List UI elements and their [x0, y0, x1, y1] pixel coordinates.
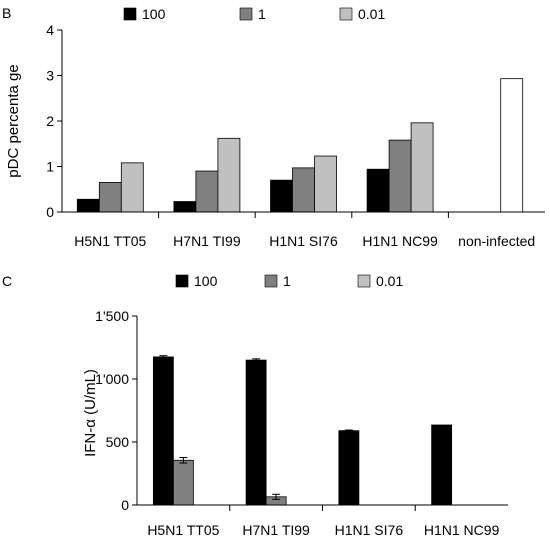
bar-c-1 — [172, 459, 194, 506]
bar-b-1 — [195, 170, 219, 213]
bar-b-0_01 — [217, 137, 241, 213]
bar-b-100 — [76, 198, 100, 213]
legend-b: 100 1 0.01 — [123, 6, 385, 22]
bar-b-0_01 — [120, 162, 144, 213]
x-category-label-b: H1N1 SI76 — [269, 233, 338, 249]
bar-c-100 — [431, 424, 453, 506]
legend-swatch-b — [239, 7, 253, 21]
legend-c: 100 1 0.01 — [175, 273, 403, 289]
legend-swatch-b — [123, 7, 137, 21]
bar-c-100 — [338, 430, 360, 506]
bar-b-100 — [366, 168, 390, 213]
bar-b-1 — [388, 139, 412, 213]
legend-label-b: 100 — [142, 6, 166, 22]
bar-c-100 — [245, 359, 267, 506]
legend-label-b: 1 — [258, 6, 266, 22]
axes-b — [61, 30, 545, 218]
panel-label-b: B — [2, 5, 11, 21]
x-category-label-b: non-infected — [458, 233, 535, 249]
legend-swatch-c — [264, 274, 278, 288]
x-category-label-b: H1N1 NC99 — [362, 233, 438, 249]
legend-label-b: 0.01 — [358, 6, 385, 22]
x-categories-b: H5N1 TT05 H7N1 TI99 H1N1 SI76 H1N1 NC99 non-… — [74, 233, 535, 249]
legend-label-c: 100 — [194, 273, 218, 289]
y-tick-label-b: 2 — [46, 113, 54, 129]
bar-b-100 — [173, 201, 197, 213]
y-tick-label-c: 1'000 — [95, 371, 129, 387]
y-tick-label-b: 1 — [46, 159, 54, 175]
bar-c-100 — [152, 356, 174, 506]
x-category-label-b: H7N1 TI99 — [173, 233, 241, 249]
x-category-label-c: H1N1 SI76 — [335, 522, 404, 538]
y-axis-label-c: IFN-α (U/mL) — [82, 369, 99, 457]
x-category-label-c: H7N1 TI99 — [242, 522, 310, 538]
legend-swatch-c — [357, 274, 371, 288]
y-tick-label-c: 0 — [121, 497, 129, 513]
bars-c — [152, 355, 453, 506]
panel-label-c: C — [2, 273, 12, 289]
y-ticks-c: 0 500 1'000 1'500 — [95, 308, 137, 513]
legend-label-c: 1 — [283, 273, 291, 289]
y-tick-label-c: 500 — [106, 434, 130, 450]
bar-b-1 — [292, 167, 315, 213]
bars-b — [76, 78, 524, 213]
bar-b-0_01 — [314, 155, 337, 213]
legend-swatch-c — [175, 274, 189, 288]
chart-panel-c: C 100 1 0.01 IFN-α (U/mL) 0 500 1'000 1'500 H… — [2, 273, 508, 538]
bar-b-100 — [270, 179, 293, 213]
y-tick-label-b: 3 — [46, 68, 54, 84]
y-axis-label-b: pDC percenta ge — [5, 64, 22, 177]
x-category-label-c: H5N1 TT05 — [147, 522, 219, 538]
x-category-label-c: H1N1 NC99 — [424, 522, 500, 538]
legend-swatch-b — [339, 7, 353, 21]
legend-label-c: 0.01 — [376, 273, 403, 289]
bar-b-0_01 — [410, 122, 434, 213]
y-tick-label-b: 4 — [46, 22, 54, 38]
y-tick-label-c: 1'500 — [95, 308, 129, 324]
y-ticks-b: 0 1 2 3 4 — [46, 22, 62, 220]
y-tick-label-b: 0 — [46, 204, 54, 220]
bar-b-1 — [98, 182, 122, 213]
x-categories-c: H5N1 TT05 H7N1 TI99 H1N1 SI76 H1N1 NC99 — [147, 522, 499, 538]
bar-b-non-infected — [500, 78, 524, 213]
x-category-label-b: H5N1 TT05 — [74, 233, 146, 249]
axes-c — [136, 316, 508, 511]
chart-panel-b: B 100 1 0.01 pDC percenta ge 0 1 2 3 4 H5N1 TT… — [2, 5, 545, 249]
